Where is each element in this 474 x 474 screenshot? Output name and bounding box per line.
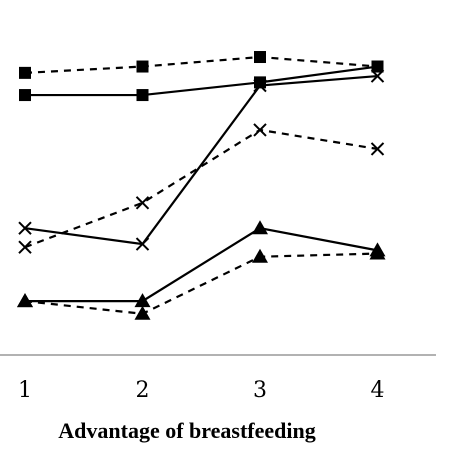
series-6 [17, 245, 386, 320]
square-marker [19, 66, 31, 79]
x-marker [18, 221, 32, 235]
series-layer [17, 51, 386, 320]
square-marker [136, 89, 149, 102]
x-tick-label: 2 [136, 378, 150, 403]
square-marker [371, 60, 384, 73]
series-2-line [25, 65, 378, 97]
x-axis-title: Advantage of breastfeeding [58, 418, 315, 443]
series-4-line [24, 128, 378, 249]
x-marker [370, 142, 385, 156]
x-tick-labels: 1 2 3 4 [18, 378, 385, 403]
x-marker [253, 78, 267, 93]
x-marker [18, 240, 32, 254]
triangle-marker [252, 220, 268, 235]
series-6-line [24, 252, 378, 315]
triangle-marker [134, 293, 151, 308]
square-marker [254, 51, 266, 64]
x-tick-label: 4 [371, 378, 385, 403]
x-tick-label: 1 [18, 378, 32, 403]
series-3 [18, 69, 385, 251]
triangle-marker [17, 293, 33, 308]
series-1-line [24, 55, 378, 74]
x-marker [370, 69, 385, 83]
series-1 [19, 51, 384, 79]
square-marker [19, 89, 31, 102]
triangle-marker [369, 245, 386, 260]
series-4 [18, 123, 385, 254]
x-marker [253, 123, 267, 137]
square-marker [136, 60, 149, 73]
series-2 [19, 60, 384, 102]
series-3-line [24, 74, 378, 246]
triangle-marker [134, 305, 151, 320]
triangle-marker [252, 248, 268, 263]
x-tick-label: 3 [253, 378, 267, 403]
x-marker [135, 237, 150, 251]
series-5-line [25, 227, 378, 303]
x-marker [135, 196, 150, 210]
series-5 [17, 220, 386, 308]
